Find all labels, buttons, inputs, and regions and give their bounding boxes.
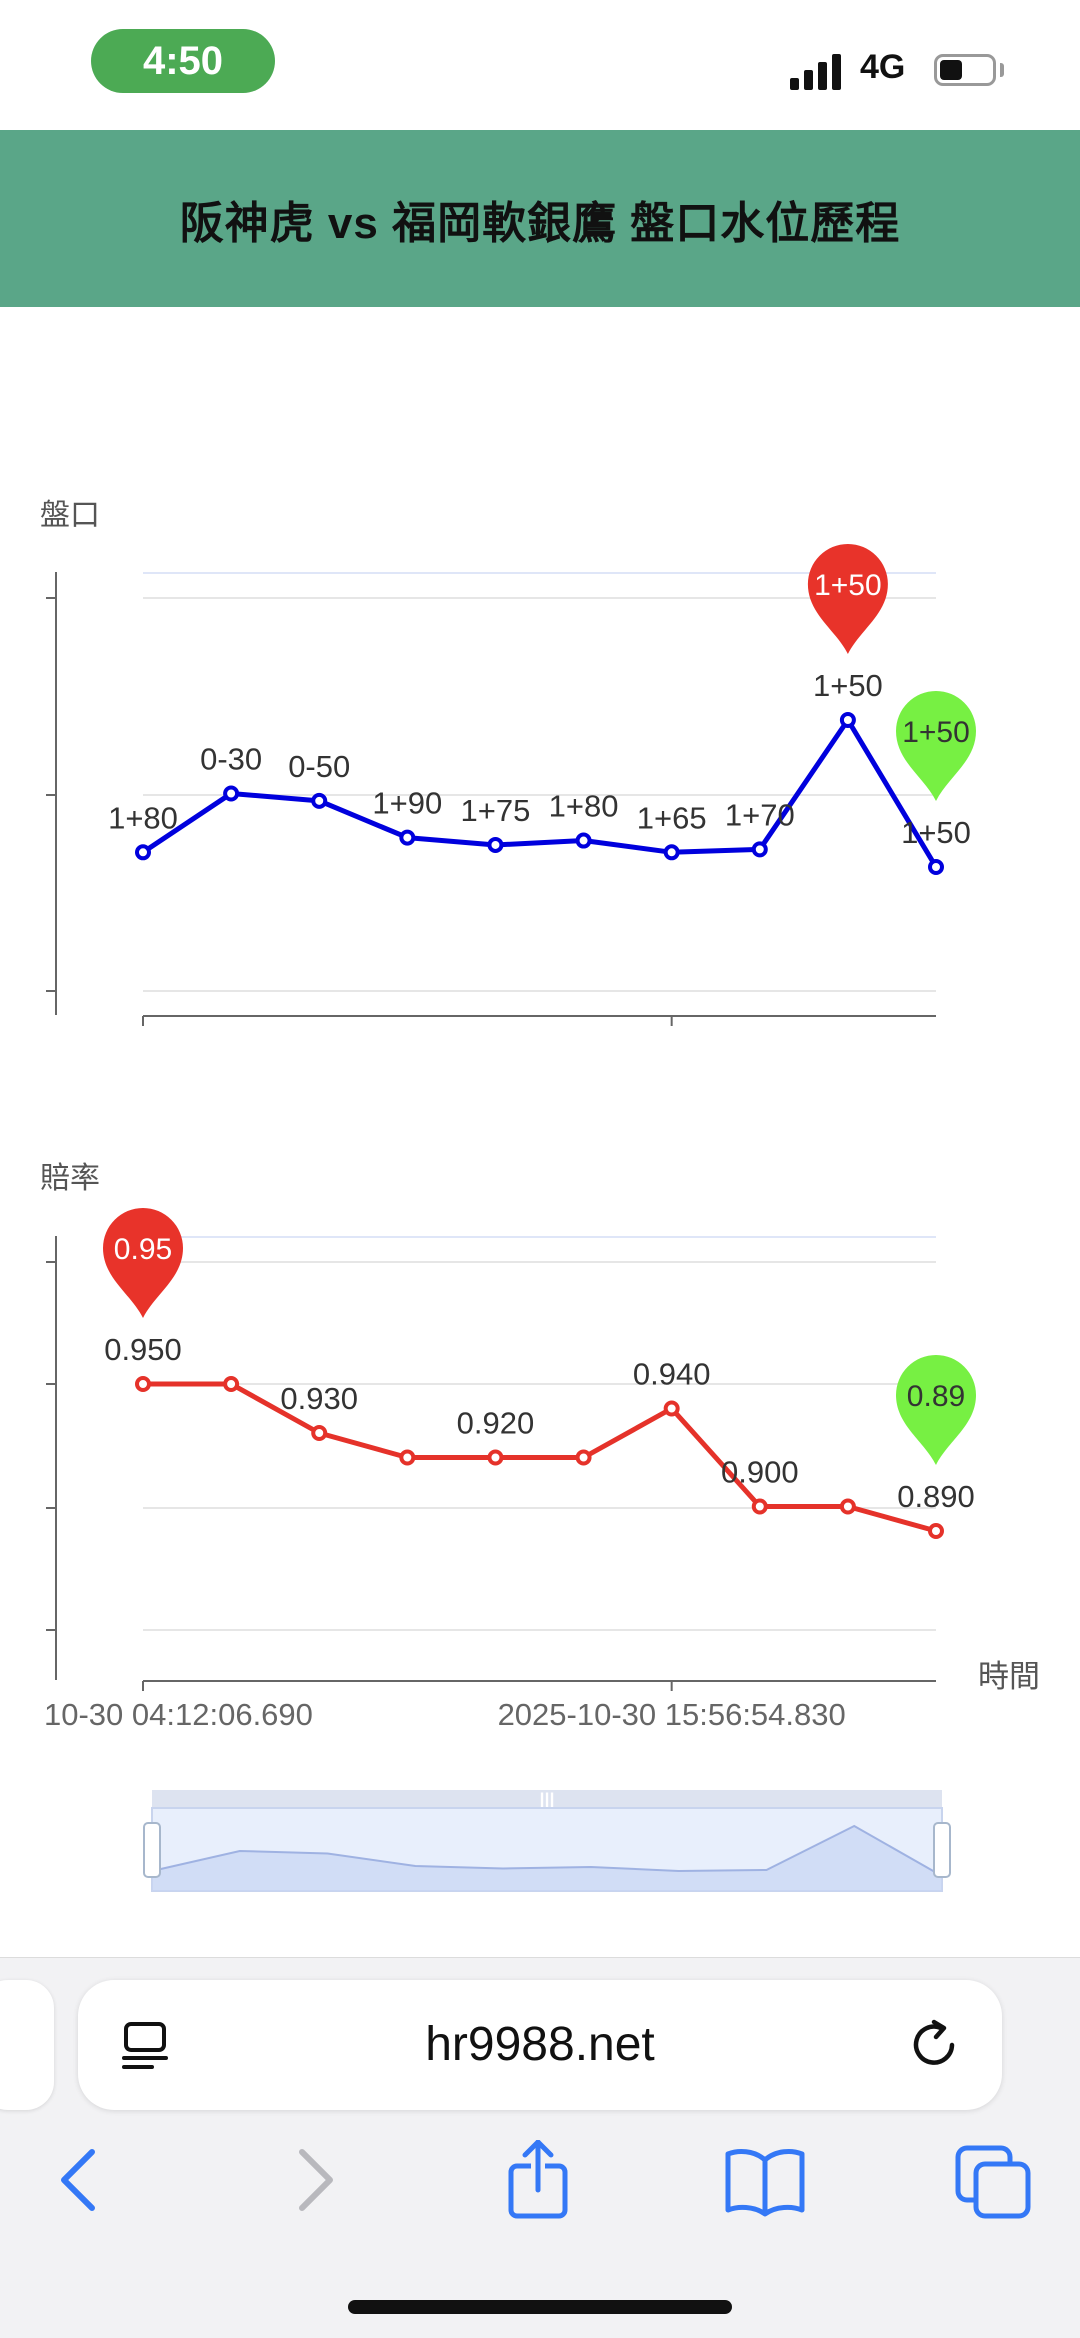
- data-point: [663, 1400, 680, 1417]
- x-tick-label: 2025-10-30 15:56:54.830: [498, 1697, 846, 1732]
- zoom-drag-grip: |||: [539, 1790, 554, 1810]
- x-tick-label: 10-30 04:12:06.690: [44, 1697, 313, 1732]
- series-line: [141, 717, 939, 869]
- data-point: [751, 841, 768, 858]
- data-label: 0.920: [457, 1406, 535, 1441]
- y-axis-label: 賠率: [40, 1162, 100, 1195]
- battery-tip: [1000, 63, 1004, 77]
- page-header: 阪神虎 vs 福岡軟銀鷹 盤口水位歷程: [0, 130, 1080, 307]
- zoom-left-handle: [143, 1822, 161, 1878]
- home-indicator: [348, 2300, 732, 2314]
- data-point: [135, 844, 151, 861]
- data-point: [575, 1449, 592, 1466]
- min-marker: 0.89: [896, 1355, 976, 1465]
- battery-icon: [934, 54, 996, 86]
- series-line: [143, 1381, 937, 1534]
- min-marker: 1+50: [896, 691, 976, 801]
- data-point: [487, 1449, 504, 1466]
- zoom-preview-area: [152, 1826, 942, 1891]
- data-label: 1+90: [372, 786, 442, 821]
- data-label: 1+50: [813, 668, 883, 703]
- y-axis-label: 盤口: [40, 499, 100, 532]
- data-label: 1+70: [725, 797, 795, 832]
- data-label: 0.890: [897, 1479, 975, 1514]
- data-label: 1+65: [637, 800, 707, 835]
- min-marker-pin: [896, 691, 976, 801]
- reader-icon[interactable]: [120, 2020, 170, 2070]
- min-marker-label: 0.89: [907, 1380, 965, 1413]
- zoom-right-handle: [933, 1822, 951, 1878]
- status-bar: 4:50 4G: [0, 0, 1080, 130]
- data-zoom-slider[interactable]: |||: [143, 1790, 951, 1892]
- forward-icon[interactable]: [268, 2140, 358, 2220]
- max-marker-pin: [103, 1208, 183, 1318]
- share-icon[interactable]: [493, 2140, 583, 2220]
- data-label: 0.930: [280, 1381, 358, 1416]
- data-label: 1+80: [549, 789, 619, 824]
- bookmarks-icon[interactable]: [720, 2140, 810, 2220]
- max-marker: 1+50: [807, 544, 888, 654]
- data-label: 1+50: [901, 815, 971, 850]
- odds-history-charts: 盤口 1+80 0-30 0-50 1+90 1+75 1+80 1+65 1+70 1+50 1+…: [40, 499, 1040, 1892]
- data-label: 1+80: [108, 800, 178, 835]
- status-time: 4:50: [91, 29, 275, 93]
- data-point: [839, 712, 856, 728]
- data-point: [311, 1425, 328, 1441]
- max-marker-pin: [807, 544, 888, 654]
- min-marker-pin: [896, 1355, 976, 1465]
- data-point: [575, 832, 592, 849]
- data-point: [399, 1449, 416, 1466]
- x-axis-label: 時間: [978, 1659, 1040, 1694]
- network-type: 4G: [860, 48, 906, 86]
- min-marker-label: 1+50: [902, 716, 970, 749]
- data-point: [311, 792, 328, 809]
- data-point: [928, 859, 944, 875]
- data-label: 0.940: [633, 1357, 711, 1392]
- data-label: 0-50: [288, 749, 350, 784]
- data-point: [751, 1498, 768, 1515]
- data-label: 0.900: [721, 1455, 799, 1490]
- data-point: [223, 785, 240, 802]
- data-label: 0-30: [200, 742, 262, 777]
- max-marker-label: 0.95: [114, 1233, 172, 1266]
- zoom-preview-line: [151, 1824, 943, 1877]
- reload-icon[interactable]: [908, 2018, 962, 2072]
- page-title: 阪神虎 vs 福岡軟銀鷹 盤口水位歷程: [179, 198, 901, 248]
- data-point: [223, 1376, 240, 1392]
- data-point: [135, 1376, 151, 1392]
- address-bar[interactable]: hr9988.net: [78, 1980, 1002, 2110]
- max-marker-label: 1+50: [814, 569, 882, 602]
- data-point: [928, 1523, 944, 1539]
- max-marker: 0.95: [103, 1208, 183, 1318]
- data-point: [839, 1498, 856, 1515]
- zoom-handle-bar: [152, 1790, 942, 1808]
- cellular-signal-icon: [790, 52, 844, 90]
- back-icon[interactable]: [36, 2140, 126, 2220]
- tabs-icon[interactable]: [948, 2140, 1038, 2220]
- handicap-chart: 盤口 1+80 0-30 0-50 1+90 1+75 1+80 1+65 1+70 1+50 1+…: [40, 499, 976, 1026]
- odds-chart: 賠率 0.950 0.930 0.920 0.940 0.900 0.890 0.95 0.89…: [40, 1162, 1040, 1732]
- data-label: 0.950: [104, 1332, 182, 1367]
- data-point: [663, 844, 680, 861]
- data-point: [487, 836, 504, 853]
- url-text[interactable]: hr9988.net: [425, 2018, 655, 2071]
- data-label: 1+75: [461, 793, 531, 828]
- previous-tab-pill[interactable]: [0, 1980, 54, 2110]
- data-point: [399, 829, 416, 846]
